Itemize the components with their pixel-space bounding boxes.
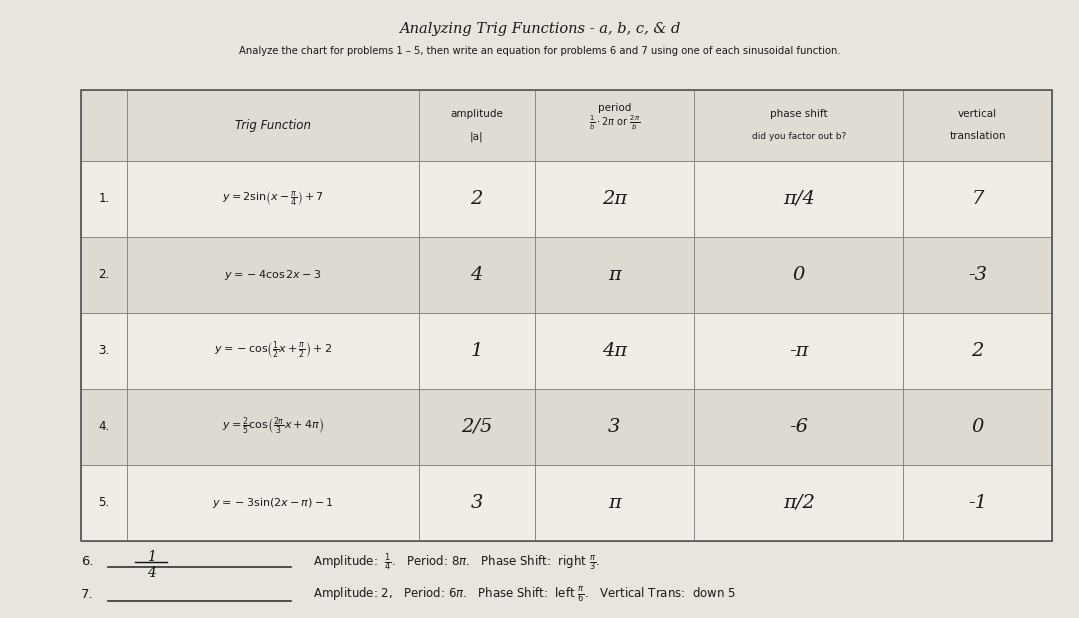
Text: $y = -4\cos 2x - 3$: $y = -4\cos 2x - 3$ (224, 268, 322, 282)
Text: vertical: vertical (958, 109, 997, 119)
Text: 4: 4 (470, 266, 483, 284)
Bar (127, 389, 419, 465)
Bar (694, 161, 903, 237)
Text: $y = 2\sin\!\left(x - \frac{\pi}{4}\right) + 7$: $y = 2\sin\!\left(x - \frac{\pi}{4}\righ… (222, 190, 324, 208)
Bar (534, 90, 694, 161)
Text: π/4: π/4 (783, 190, 815, 208)
Text: 0: 0 (971, 418, 984, 436)
Text: 2.: 2. (98, 268, 110, 281)
Text: π/2: π/2 (783, 494, 815, 512)
Bar (694, 389, 903, 465)
Bar (534, 465, 694, 541)
Text: 3: 3 (609, 418, 620, 436)
Text: π: π (607, 494, 620, 512)
Text: 1: 1 (147, 550, 155, 564)
Bar (419, 90, 534, 161)
Bar (127, 237, 419, 313)
Bar (534, 389, 694, 465)
Bar (694, 313, 903, 389)
Text: $y = -\cos\!\left(\frac{1}{2}x + \frac{\pi}{2}\right) + 2$: $y = -\cos\!\left(\frac{1}{2}x + \frac{\… (214, 340, 332, 362)
Bar (127, 161, 419, 237)
Bar (903, 313, 1052, 389)
Text: 3: 3 (470, 494, 483, 512)
Bar (694, 237, 903, 313)
Bar (127, 90, 419, 161)
Bar (81, 389, 127, 465)
Text: 2π: 2π (602, 190, 627, 208)
Text: -3: -3 (968, 266, 987, 284)
Text: Analyzing Trig Functions - a, b, c, & d: Analyzing Trig Functions - a, b, c, & d (399, 22, 680, 36)
Bar (419, 313, 534, 389)
Text: 6.: 6. (81, 554, 94, 568)
Bar (419, 389, 534, 465)
Bar (81, 465, 127, 541)
Text: $y = -3\sin(2x - \pi) - 1$: $y = -3\sin(2x - \pi) - 1$ (213, 496, 333, 510)
Text: -6: -6 (790, 418, 808, 436)
Text: did you factor out b?: did you factor out b? (752, 132, 846, 141)
Text: phase shift: phase shift (770, 109, 828, 119)
Text: amplitude: amplitude (450, 109, 503, 119)
Text: π: π (607, 266, 620, 284)
Bar (694, 465, 903, 541)
Text: 0: 0 (793, 266, 805, 284)
Bar (903, 237, 1052, 313)
Text: -π: -π (789, 342, 808, 360)
Text: period: period (598, 103, 631, 113)
Bar (81, 237, 127, 313)
Bar (903, 465, 1052, 541)
Bar (419, 465, 534, 541)
Text: 1: 1 (470, 342, 483, 360)
Bar (81, 313, 127, 389)
Text: Trig Function: Trig Function (235, 119, 311, 132)
Bar (903, 389, 1052, 465)
Text: 2/5: 2/5 (461, 418, 492, 436)
Text: Amplitude:  $\frac{1}{4}$.   Period: 8$\pi$.   Phase Shift:  right $\frac{\pi}{3: Amplitude: $\frac{1}{4}$. Period: 8$\pi$… (313, 551, 600, 574)
Bar (534, 237, 694, 313)
Text: $\frac{1}{b} \cdot 2\pi$ or $\frac{2\pi}{b}$: $\frac{1}{b} \cdot 2\pi$ or $\frac{2\pi}… (589, 114, 640, 132)
Text: 4: 4 (147, 566, 155, 580)
Text: 4.: 4. (98, 420, 110, 433)
Text: 4π: 4π (602, 342, 627, 360)
Bar (534, 161, 694, 237)
Bar (127, 313, 419, 389)
Bar (81, 161, 127, 237)
Text: 3.: 3. (98, 344, 110, 357)
Bar (81, 90, 127, 161)
Bar (81, 90, 1052, 541)
Text: Analyze the chart for problems 1 – 5, then write an equation for problems 6 and : Analyze the chart for problems 1 – 5, th… (238, 46, 841, 56)
Bar (903, 161, 1052, 237)
Text: |a|: |a| (470, 131, 483, 142)
Bar (534, 313, 694, 389)
Text: 2: 2 (470, 190, 483, 208)
Bar (694, 90, 903, 161)
Text: Amplitude: 2,   Period: 6$\pi$.   Phase Shift:  left $\frac{\pi}{6}$.   Vertical: Amplitude: 2, Period: 6$\pi$. Phase Shif… (313, 586, 736, 605)
Bar (903, 90, 1052, 161)
Text: $y = \frac{2}{5}\cos\!\left(\frac{2\pi}{3}x + 4\pi\right)$: $y = \frac{2}{5}\cos\!\left(\frac{2\pi}{… (222, 416, 324, 438)
Bar (419, 161, 534, 237)
Text: -1: -1 (968, 494, 987, 512)
Text: 2: 2 (971, 342, 984, 360)
Text: 7: 7 (971, 190, 984, 208)
Text: 1.: 1. (98, 192, 110, 205)
Text: 7.: 7. (81, 588, 94, 601)
Bar (419, 237, 534, 313)
Bar (127, 465, 419, 541)
Text: translation: translation (950, 131, 1006, 142)
Text: 5.: 5. (98, 496, 110, 509)
